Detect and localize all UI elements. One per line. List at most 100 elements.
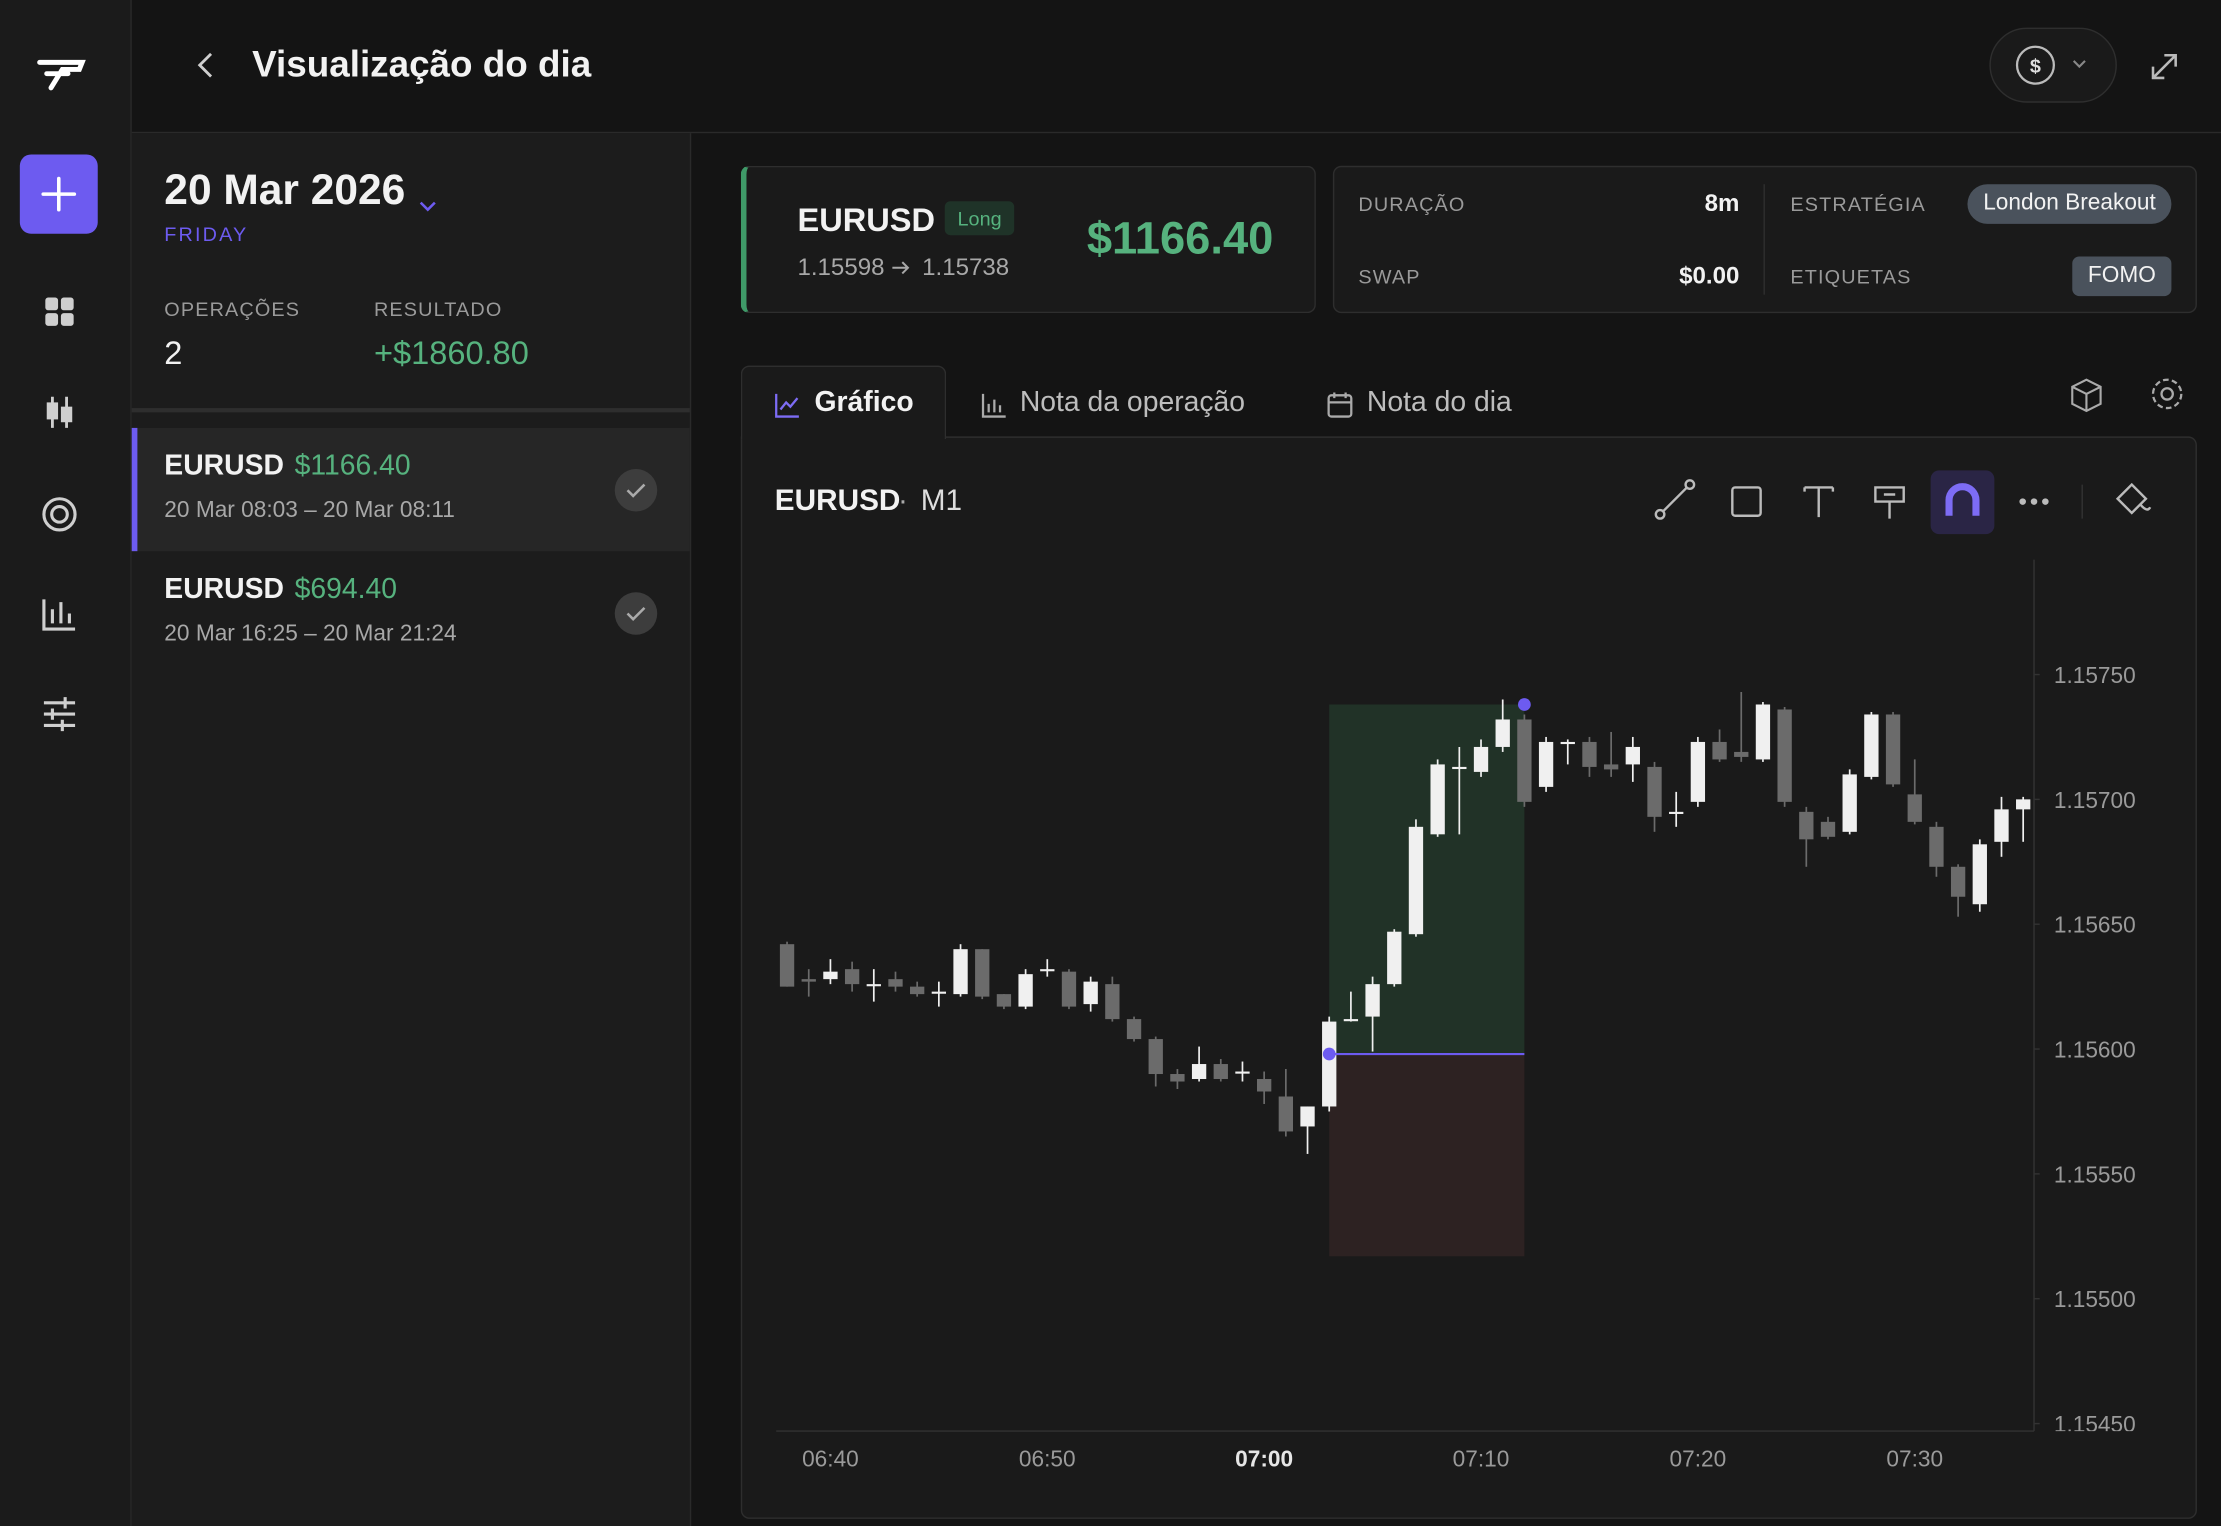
chart-tab-icon [775, 393, 799, 418]
loss-zone [1329, 1054, 1525, 1257]
profit-zone [1329, 704, 1525, 1055]
result-label: RESULTADO [373, 297, 503, 321]
day-tab-icon [1327, 392, 1353, 418]
candle-body [1278, 1096, 1293, 1132]
header [131, 0, 2221, 134]
candle-body [1191, 1064, 1207, 1080]
trade-time: 20 Mar 08:03 – 20 Mar 08:11 [164, 498, 455, 523]
candle-body [1950, 866, 1966, 897]
candle-body [1517, 719, 1532, 802]
candle-body [1603, 764, 1619, 770]
candle-body [910, 986, 925, 995]
text-tool[interactable] [1803, 486, 1835, 518]
header-actions: $ [1989, 27, 2177, 103]
candle-body [1257, 1079, 1272, 1092]
candle-body [1994, 809, 2009, 842]
candle-body [1061, 971, 1077, 1007]
exit-price: 1.15738 [922, 253, 1010, 281]
y-tick-label: 1.15650 [2054, 912, 2136, 938]
candle-body [1322, 1021, 1337, 1107]
separator-dot: · [898, 484, 908, 518]
check-badge [614, 592, 658, 635]
settings-button[interactable] [2151, 378, 2183, 410]
chevron [2072, 60, 2086, 69]
3d-button[interactable] [2071, 378, 2102, 413]
candle-body [1018, 974, 1033, 1007]
tab[interactable]: Nota da operação [1019, 386, 1246, 418]
x-tick-label: 07:30 [1886, 1445, 1943, 1471]
trendline-tool[interactable] [1659, 483, 1691, 516]
day-date[interactable]: 20 Mar 2026 [164, 167, 406, 214]
tag-chip[interactable]: FOMO [2072, 256, 2172, 297]
candle-body [866, 984, 881, 987]
tab[interactable]: Gráfico [814, 386, 914, 418]
logo[interactable] [37, 59, 86, 91]
candle-body [1842, 774, 1857, 832]
rect-tool[interactable] [1731, 486, 1762, 517]
panel-actions [2071, 378, 2183, 413]
candles-icon[interactable] [46, 396, 73, 428]
tab[interactable]: Nota do dia [1366, 386, 1512, 418]
weekday: FRIDAY [164, 222, 249, 246]
target-icon[interactable] [42, 497, 77, 532]
currency-symbol: $ [2030, 55, 2041, 77]
candle-body [1040, 969, 1055, 972]
strategy-label: ESTRATÉGIA [1790, 192, 1926, 216]
swap-value: $0.00 [1679, 262, 1740, 290]
trade-item-selected[interactable] [131, 427, 690, 552]
entry-price: 1.15598 [797, 253, 885, 281]
candle-body [1972, 844, 1987, 905]
candle-body [1560, 741, 1575, 745]
magnet-tool[interactable] [1930, 470, 1995, 535]
check-badge [614, 468, 658, 512]
y-tick-label: 1.15750 [2054, 662, 2136, 688]
expand-button[interactable] [2151, 53, 2177, 80]
paint-tool[interactable] [2115, 482, 2152, 515]
candle-body [779, 944, 795, 987]
candle-body [1148, 1039, 1163, 1075]
result-value: +$1860.80 [373, 334, 529, 372]
trade-checks [614, 468, 658, 635]
ops-label: OPERAÇÕES [164, 297, 301, 321]
note-tool[interactable] [1874, 486, 1905, 519]
candle-body [1864, 714, 1879, 777]
trade-card [740, 165, 1316, 314]
date-chevron[interactable] [416, 196, 439, 216]
y-tick-label: 1.15600 [2054, 1037, 2136, 1063]
candle-body [1300, 1106, 1315, 1127]
tab-icons [775, 392, 1353, 418]
candle-body [801, 979, 816, 982]
back-button[interactable] [184, 43, 226, 88]
chart-symbol: EURUSD [774, 484, 901, 518]
candle-body [1582, 741, 1597, 767]
candle-body [1452, 766, 1467, 770]
y-axis-labels: 1.15750 1.15700 1.15650 1.15600 1.15550 1.155… [2054, 662, 2136, 1431]
tags-label: ETIQUETAS [1790, 264, 1912, 288]
tab-active[interactable] [740, 365, 947, 440]
candle-body [1495, 719, 1510, 747]
x-tick-label: 06:50 [1019, 1445, 1076, 1471]
candle-body [1430, 764, 1445, 835]
currency-icon [2015, 45, 2055, 85]
y-tick-label: 1.15700 [2054, 787, 2136, 813]
settings-sliders-icon[interactable] [43, 697, 76, 732]
chart-timeframe: M1 [920, 484, 963, 518]
dashboard-icon[interactable] [45, 297, 74, 326]
candle-body [1647, 766, 1662, 817]
trade-pnl: $694.40 [294, 573, 398, 606]
reports-icon[interactable] [42, 599, 76, 631]
candle-body [975, 949, 990, 997]
page-title: Visualização do dia [252, 42, 592, 86]
card-symbol: EURUSD [797, 201, 936, 239]
strategy-chip[interactable]: London Breakout [1967, 184, 2172, 224]
candle-body [1907, 794, 1922, 822]
nav-rail [0, 0, 132, 1526]
x-tick-label: 07:20 [1670, 1445, 1727, 1471]
candle-body [1387, 931, 1402, 985]
candle-body [1734, 751, 1749, 757]
drawing-toolbar [1654, 470, 2152, 535]
more-tools[interactable] [2019, 498, 2049, 505]
candle-body [1105, 984, 1120, 1020]
candle-body [1365, 984, 1380, 1017]
candle-body [1690, 741, 1706, 802]
